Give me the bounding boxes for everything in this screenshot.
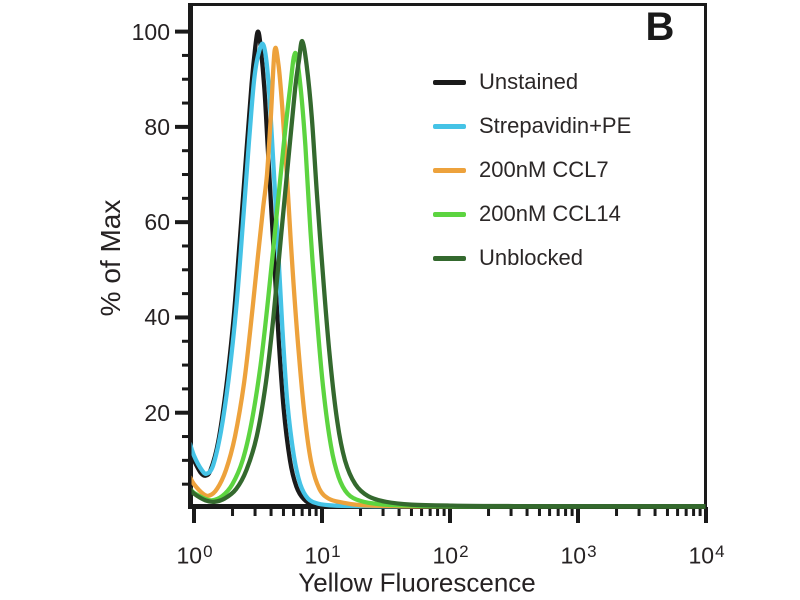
legend-swatch [433,79,466,85]
y-tick-label: 60 [144,209,170,236]
x-tick-label: 102 [418,540,482,570]
x-tick-label: 104 [674,540,738,570]
histogram-curves [191,29,706,509]
legend: Unstained Strepavidin+PE 200nM CCL7 200nM C… [433,60,631,280]
y-tick-label: 100 [131,18,170,45]
legend-swatch [433,255,466,261]
legend-swatch [433,211,466,217]
y-tick-label: 40 [144,304,170,331]
x-tick-base: 10 [432,542,459,569]
x-tick-base: 10 [176,542,203,569]
legend-label: Unstained [479,69,579,94]
x-tick-exponent: 4 [715,542,725,561]
legend-label: Strepavidin+PE [479,113,632,138]
y-tick-label: 20 [144,399,170,426]
panel-label: B [645,5,675,49]
legend-item: 200nM CCL7 [433,148,631,192]
x-tick-exponent: 1 [331,542,341,561]
x-tick-base: 10 [304,542,331,569]
curve-200nm-ccl7 [191,45,706,509]
legend-item: Unstained [433,60,631,104]
legend-label: 200nM CCL14 [479,201,621,226]
x-tick-base: 10 [560,542,587,569]
x-tick-label: 100 [162,540,226,570]
axis-ticks [175,29,708,523]
legend-item: Strepavidin+PE [433,104,631,148]
x-axis-title: Yellow Fluorescence [298,567,536,598]
x-tick-exponent: 3 [587,542,597,561]
legend-item: Unblocked [433,236,631,280]
x-tick-base: 10 [688,542,715,569]
x-tick-label: 103 [546,540,610,570]
x-tick-label: 101 [290,540,354,570]
curve-unblocked [191,38,706,509]
legend-swatch [433,167,466,173]
x-tick-exponent: 2 [459,542,469,561]
legend-label: Unblocked [479,245,583,270]
x-tick-exponent: 0 [203,542,213,561]
curve-strepavidin-pe [191,41,706,509]
y-tick-label: 80 [144,113,170,140]
legend-item: 200nM CCL14 [433,192,631,236]
y-axis-title: % of Max [95,199,126,317]
legend-label: 200nM CCL7 [479,157,609,182]
legend-swatch [433,123,466,129]
